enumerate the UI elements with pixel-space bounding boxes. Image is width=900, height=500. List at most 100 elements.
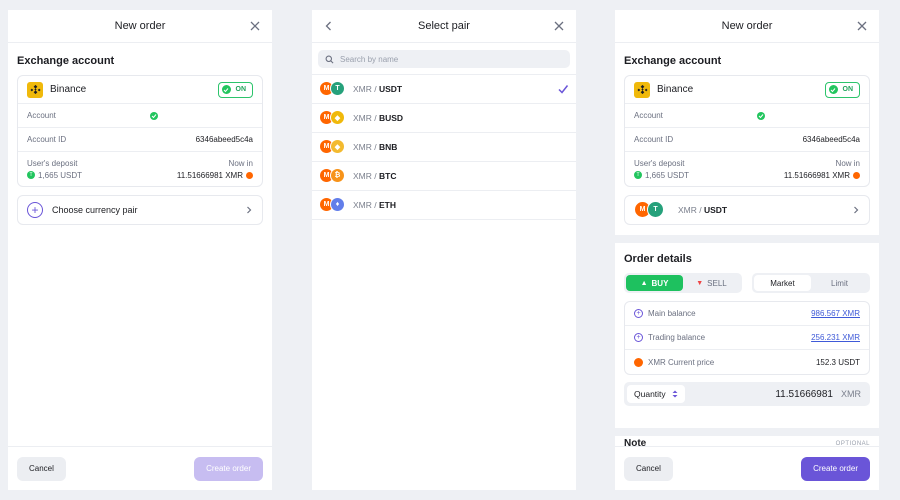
now-in-label: Now in [835, 158, 860, 168]
account-label: Account [634, 111, 663, 120]
checkmark-icon [558, 85, 569, 94]
search-placeholder: Search by name [340, 54, 399, 64]
deposit-value: 1,665 USDT [38, 170, 83, 180]
create-order-button[interactable]: Create order [801, 456, 870, 481]
quantity-field[interactable]: Quantity 11.51666981 XMR [624, 382, 870, 406]
trading-balance-label: Trading balance [648, 333, 706, 342]
bnb-icon: ◆ [330, 139, 345, 154]
pair-item-xmr-btc[interactable]: M ₿ XMR / BTC [312, 162, 576, 191]
pair-separator: / [371, 113, 379, 123]
order-details-title: Order details [624, 253, 692, 265]
pair-base: XMR [353, 84, 372, 94]
current-price-value: 152.3 USDT [815, 357, 860, 367]
exchange-account-card: Binance ON Account Account ID 6346abeed5… [624, 75, 870, 187]
deposit-row: User's deposit T 1,665 USDT Now in 11.516… [625, 152, 869, 186]
buy-button[interactable]: ▲ BUY [626, 275, 683, 291]
pair-separator: / [371, 171, 379, 181]
new-order-panel-empty: New order Exchange account Binance ON Ac… [8, 10, 272, 490]
pair-base: XMR [353, 113, 372, 123]
pair-separator: / [696, 205, 704, 215]
chevron-right-icon [854, 206, 859, 214]
toggle-label: ON [235, 86, 247, 93]
account-toggle[interactable]: ON [824, 81, 860, 98]
main-balance-value[interactable]: 986.567 XMR [811, 309, 860, 318]
panel-header: New order [8, 10, 272, 43]
section-title: Exchange account [17, 55, 115, 67]
account-label: Account [27, 111, 56, 120]
trading-balance-row: + Trading balance 256.231 XMR [625, 326, 869, 350]
note-section: Note OPTIONAL [624, 438, 870, 449]
choose-pair-label: Choose currency pair [52, 205, 138, 215]
pair-item-xmr-busd[interactable]: M ◆ XMR / BUSD [312, 104, 576, 133]
binance-logo-icon [634, 81, 650, 98]
main-balance-label: Main balance [648, 309, 696, 318]
pair-item-xmr-bnb[interactable]: M ◆ XMR / BNB [312, 133, 576, 162]
cancel-button[interactable]: Cancel [17, 456, 66, 481]
panel-title: New order [114, 20, 166, 32]
create-order-button[interactable]: Create order [194, 456, 263, 481]
check-circle-icon [757, 111, 766, 120]
panel-header: Select pair [312, 10, 576, 43]
pair-item-xmr-eth[interactable]: M ♦ XMR / ETH [312, 191, 576, 220]
triangle-down-icon: ▼ [696, 279, 704, 287]
pair-quote: USDT [703, 205, 728, 215]
current-price-label: XMR Current price [648, 357, 715, 367]
exchange-name: Binance [657, 84, 694, 95]
choose-currency-pair-button[interactable]: + Choose currency pair [17, 195, 263, 225]
pair-quote: USDT [378, 84, 403, 94]
note-label: Note [624, 438, 647, 449]
search-input[interactable]: Search by name [318, 50, 570, 68]
bitcoin-icon: ₿ [330, 168, 345, 183]
section-title: Exchange account [624, 55, 722, 67]
account-toggle[interactable]: ON [217, 81, 253, 98]
pair-quote: BTC [378, 171, 397, 181]
monero-icon [246, 171, 253, 179]
close-icon[interactable] [855, 19, 869, 33]
pair-separator: / [371, 84, 379, 94]
panel-title: New order [721, 20, 773, 32]
panel-header: New order [615, 10, 879, 43]
plus-icon[interactable]: + [634, 309, 643, 318]
deposit-label: User's deposit [27, 158, 78, 168]
account-header: Binance ON [18, 76, 262, 104]
plus-icon: + [27, 202, 43, 218]
toggle-label: ON [842, 86, 854, 93]
pair-base: XMR [353, 142, 372, 152]
current-price-row: XMR Current price 152.3 USDT [625, 350, 869, 374]
deposit-value: 1,665 USDT [645, 170, 690, 180]
chevron-left-icon[interactable] [322, 19, 336, 33]
pair-quote: BNB [378, 142, 398, 152]
note-optional: OPTIONAL [835, 440, 870, 447]
deposit-row: User's deposit T 1,665 USDT Now in 11.516… [18, 152, 262, 186]
cancel-button[interactable]: Cancel [624, 456, 673, 481]
quantity-type-select[interactable]: Quantity [627, 385, 685, 403]
close-icon[interactable] [552, 19, 566, 33]
account-id-row: Account ID 6346abeed5c4a [625, 128, 869, 152]
sell-button[interactable]: ▼ SELL [683, 275, 740, 291]
balances-card: + Main balance 986.567 XMR + Trading balan… [624, 301, 870, 375]
pair-base: XMR [678, 205, 697, 215]
exchange-account-card: Binance ON Account Account ID 6346abeed5… [17, 75, 263, 187]
close-icon[interactable] [248, 19, 262, 33]
pair-base: XMR [353, 171, 372, 181]
check-icon [221, 85, 231, 94]
account-row: Account [18, 104, 262, 128]
monero-icon [634, 357, 643, 367]
quantity-label: Quantity [634, 389, 666, 399]
plus-icon[interactable]: + [634, 333, 643, 342]
panel-footer: Cancel Create order [8, 446, 272, 490]
account-id-label: Account ID [27, 135, 67, 144]
binance-logo-icon [27, 81, 43, 98]
market-tab[interactable]: Market [754, 275, 811, 291]
search-icon [325, 55, 334, 63]
now-in-value: 11.51666981 XMR [783, 170, 850, 180]
limit-tab[interactable]: Limit [831, 278, 848, 288]
pair-separator: / [371, 200, 379, 210]
now-in-value: 11.51666981 XMR [176, 170, 243, 180]
trading-balance-value[interactable]: 256.231 XMR [811, 333, 860, 342]
sell-label: SELL [707, 278, 727, 288]
